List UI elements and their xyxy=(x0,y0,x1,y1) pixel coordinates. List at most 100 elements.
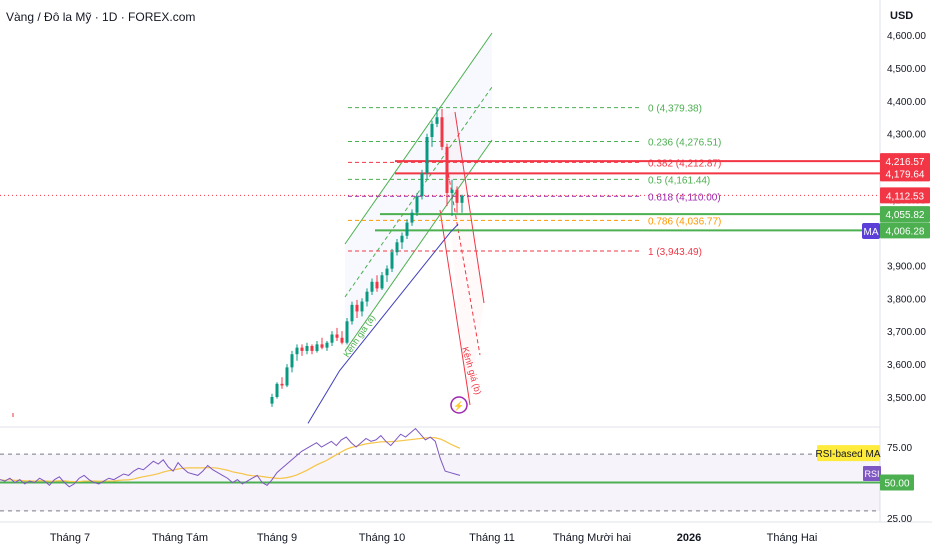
candle-body xyxy=(395,242,399,253)
candle-body xyxy=(380,275,384,289)
candle-body xyxy=(275,383,279,397)
price-tag-bg xyxy=(880,187,930,204)
candle-body xyxy=(360,301,364,312)
price-tag-label: 4,055.82 xyxy=(886,210,925,221)
candle-body xyxy=(445,146,449,193)
candle-body xyxy=(300,347,304,351)
chart-title: Vàng / Đô la Mỹ · 1D · FOREX.com xyxy=(6,10,196,24)
price-tag-label: 4,006.28 xyxy=(886,226,925,237)
price-tag-bg xyxy=(880,153,930,170)
channel-a-upper xyxy=(344,32,493,245)
time-tick-label: Tháng Tám xyxy=(152,532,208,544)
rsi-tag: RSI xyxy=(863,465,881,481)
fib-level-label: 0.786 (4,036.77) xyxy=(648,216,721,227)
candle-body xyxy=(405,222,409,236)
time-tick-label: 2026 xyxy=(677,532,701,544)
time-tick-label: Tháng 7 xyxy=(50,532,90,544)
lightning-icon-glyph: ⚡ xyxy=(453,400,464,412)
channel-b-lower xyxy=(439,209,471,406)
candle-body xyxy=(385,268,389,276)
time-tick-label: Tháng 10 xyxy=(359,532,405,544)
candle-body xyxy=(340,337,344,343)
rsi-level-tag-label: 50.00 xyxy=(884,479,909,490)
candle-body xyxy=(435,117,439,124)
candle-body xyxy=(430,123,434,138)
candle-body xyxy=(295,347,299,355)
candle-body xyxy=(415,196,419,213)
rsi-tick-label: 75.00 xyxy=(887,443,912,454)
candle-body xyxy=(375,281,379,289)
candle-body xyxy=(325,342,329,348)
ma-tag-label: MA xyxy=(864,227,879,238)
candle-body xyxy=(315,344,319,351)
candle-body xyxy=(400,235,404,243)
price-tag-bg xyxy=(880,206,930,223)
rsi-tag-bg xyxy=(863,465,881,481)
lightning-icon-circle xyxy=(450,396,468,414)
channel-b-middle xyxy=(445,159,481,356)
candle-body xyxy=(280,383,284,386)
fib-level-label: 1 (3,943.49) xyxy=(648,247,702,258)
rsi-level-tag: 50.00 xyxy=(880,474,914,491)
candle-body xyxy=(270,397,274,404)
price-tick-label: 3,800.00 xyxy=(887,294,926,305)
candle-body xyxy=(290,354,294,368)
price-tick-label: 3,900.00 xyxy=(887,261,926,272)
rsi-line xyxy=(0,427,461,488)
fibonacci-retracement: 0 (4,379.38) 0.236 (4,276.51) 0.382 (4,212… xyxy=(348,104,721,258)
channel-a-lower xyxy=(344,139,493,352)
fib-level-label: 0.5 (4,161.44) xyxy=(648,175,710,186)
candle-body xyxy=(460,195,464,203)
fib-level-label: 0 (4,379.38) xyxy=(648,104,702,115)
fib-level-label: 0.618 (4,110.00) xyxy=(648,192,721,203)
rsi-pane: 75.00 25.00 xyxy=(0,427,912,525)
price-tag: 4,112.53 xyxy=(880,187,930,204)
price-tag: 4,216.57 xyxy=(880,153,930,170)
price-tick-label: 3,500.00 xyxy=(887,393,926,404)
candle-body xyxy=(335,334,339,338)
candle-body xyxy=(455,189,459,203)
candle-body xyxy=(440,117,444,147)
candle-body xyxy=(320,344,324,348)
candle-body xyxy=(355,304,359,312)
rsi-ma-tag-bg xyxy=(817,445,880,462)
fib-level-label: 0.236 (4,276.51) xyxy=(648,137,721,148)
candle-body xyxy=(390,252,394,269)
rsi-tick-label: 25.00 xyxy=(887,514,912,525)
price-tick-label: 3,600.00 xyxy=(887,360,926,371)
price-tick-label: 3,700.00 xyxy=(887,327,926,338)
candle-body xyxy=(365,291,369,302)
fib-level-label: 0.382 (4,212.87) xyxy=(648,158,721,169)
candle-body xyxy=(310,345,314,351)
time-tick-label: Tháng 9 xyxy=(257,532,297,544)
candle-body xyxy=(410,212,414,223)
time-tick-label: Tháng Hai xyxy=(767,532,818,544)
candle-body xyxy=(420,173,424,197)
price-tag-label: 4,216.57 xyxy=(886,157,925,168)
candle-body xyxy=(330,334,334,343)
ma-tag: MA xyxy=(862,223,880,239)
candle-body xyxy=(305,345,309,351)
rsi-tag-label: RSI xyxy=(864,469,879,479)
price-tick-label: 4,400.00 xyxy=(887,97,926,108)
price-tick-label: 4,500.00 xyxy=(887,64,926,75)
price-tag-label: 4,112.53 xyxy=(886,191,925,202)
rsi-level-tag-bg xyxy=(880,474,914,491)
ma-tag-bg xyxy=(862,223,880,239)
rsi-ma-tag: RSI-based MA xyxy=(815,445,881,462)
price-tag-bg xyxy=(880,222,930,239)
time-tick-label: Tháng Mười hai xyxy=(553,532,631,544)
lightning-icon: ⚡ xyxy=(450,396,468,414)
time-tick-label: Tháng 11 xyxy=(469,532,515,544)
channel-b-upper xyxy=(454,111,485,304)
price-tag: 4,055.82 xyxy=(880,206,930,223)
price-tick-label: 4,600.00 xyxy=(887,31,926,42)
candle-body xyxy=(345,321,349,343)
price-tag: 4,179.64 xyxy=(880,165,930,182)
price-tag-bg xyxy=(880,165,930,182)
price-tag-label: 4,179.64 xyxy=(886,169,925,180)
candle-body xyxy=(425,137,429,174)
candle-body xyxy=(370,281,374,292)
candle-body xyxy=(450,189,454,193)
